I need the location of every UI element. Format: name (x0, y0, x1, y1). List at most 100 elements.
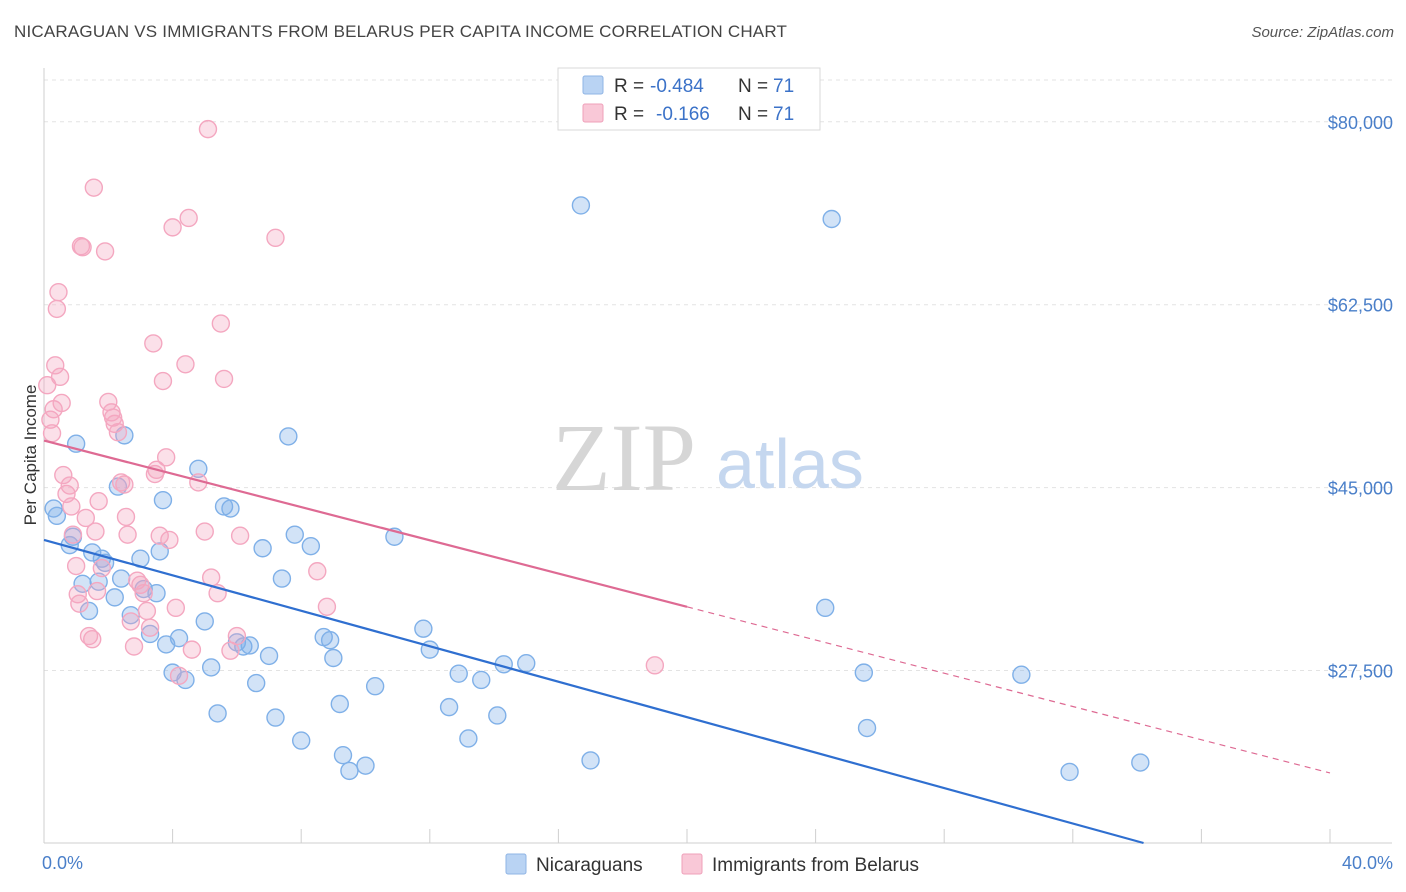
belarus-point-37 (121, 612, 141, 631)
belarus-point-50 (160, 530, 179, 550)
y-axis-label: Per Capita Income (21, 385, 40, 526)
x-tick-label-min: 0.0% (42, 853, 83, 873)
nicaraguan-point-39 (272, 569, 292, 588)
belarus-point-8 (52, 393, 71, 413)
axes (43, 68, 1392, 844)
nicaraguan-point-65 (822, 209, 841, 229)
x-tick-label-max: 40.0% (1342, 853, 1393, 873)
belarus-point-14 (66, 556, 86, 576)
belarus-point-51 (163, 218, 182, 237)
x-tick-labels: 0.0% 40.0% (42, 853, 1393, 873)
belarus-point-54 (176, 355, 195, 374)
bottom-legend-swatch-belarus (681, 853, 703, 875)
belarus-point-70 (645, 656, 665, 675)
belarus-point-68 (308, 562, 327, 581)
nicaraguan-point-63 (581, 751, 600, 770)
belarus-point-0 (38, 376, 57, 395)
belarus-point-48 (153, 371, 173, 391)
gridlines (44, 79, 1392, 672)
nicaraguan-point-19 (147, 583, 166, 603)
bottom-legend-label-nicaraguans: Nicaraguans (536, 855, 643, 876)
watermark: ZIP atlas (552, 404, 864, 511)
nicaraguan-point-36 (253, 539, 272, 558)
belarus-point-59 (198, 119, 218, 139)
nicaraguan-point-62 (571, 196, 591, 215)
belarus-point-35 (116, 507, 136, 527)
belarus-point-25 (89, 492, 108, 511)
belarus-point-16 (70, 594, 89, 613)
belarus-point-44 (144, 334, 163, 353)
nicaraguan-point-68 (1012, 665, 1031, 684)
nicaraguan-trend-line (43, 538, 1144, 845)
belarus-point-33 (111, 473, 131, 492)
legend-r-value-1: -0.484 (650, 76, 704, 97)
nicaraguan-point-49 (340, 761, 359, 781)
belarus-trend-extension (686, 606, 1331, 774)
belarus-point-42 (137, 601, 157, 621)
legend-n-label-2: N = (738, 104, 768, 125)
stats-legend: R = -0.484 N = 71 R = -0.166 N = 71 (557, 67, 821, 131)
nicaraguan-point-21 (153, 490, 173, 510)
belarus-point-41 (134, 583, 153, 603)
y-tick-label-3: $80,000 (1328, 113, 1393, 133)
belarus-point-11 (60, 476, 79, 495)
nicaraguan-point-53 (414, 619, 433, 638)
nicaraguan-point-69 (1060, 762, 1079, 782)
chart-title: NICARAGUAN VS IMMIGRANTS FROM BELARUS PE… (14, 22, 788, 41)
nicaraguan-point-11 (105, 588, 124, 607)
belarus-point-7 (50, 367, 70, 387)
legend-swatch-belarus (582, 103, 604, 123)
nicaraguan-point-55 (439, 697, 459, 717)
nicaraguan-point-67 (857, 718, 877, 738)
y-tick-label-2: $62,500 (1328, 296, 1393, 316)
belarus-point-66 (230, 526, 250, 545)
belarus-point-62 (211, 314, 231, 333)
belarus-point-36 (118, 525, 137, 544)
belarus-point-27 (95, 242, 115, 261)
belarus-point-49 (156, 448, 176, 467)
legend-n-value-2: 71 (773, 104, 794, 125)
nicaraguan-point-42 (292, 731, 311, 750)
nicaraguan-point-57 (459, 729, 478, 748)
source-label: Source: ZipAtlas.com (1251, 24, 1394, 41)
belarus-point-20 (79, 626, 99, 646)
belarus-point-2 (42, 424, 62, 443)
belarus-point-34 (115, 475, 134, 494)
nicaraguan-point-66 (854, 663, 874, 682)
belarus-point-58 (195, 522, 214, 541)
nicaraguan-point-18 (140, 624, 160, 644)
belarus-point-13 (63, 525, 83, 544)
nicaraguan-point-51 (365, 677, 385, 696)
belarus-point-19 (76, 508, 95, 528)
y-tick-label-1: $45,000 (1328, 479, 1393, 499)
nicaraguan-point-6 (79, 601, 99, 621)
nicaraguan-point-47 (330, 694, 349, 714)
belarus-point-32 (108, 423, 128, 442)
belarus-point-65 (227, 626, 247, 646)
nicaraguan-point-13 (111, 569, 131, 588)
watermark-zip: ZIP (552, 404, 696, 511)
nicaraguan-point-35 (246, 673, 266, 693)
nicaraguan-point-70 (1131, 753, 1150, 772)
nicaraguan-point-1 (47, 506, 67, 526)
nicaraguan-point-50 (356, 756, 375, 775)
belarus-point-69 (317, 597, 337, 616)
nicaraguan-point-40 (279, 427, 298, 446)
belarus-point-63 (214, 369, 234, 389)
nicaraguan-point-27 (195, 612, 214, 631)
nicaraguan-point-56 (449, 664, 468, 683)
legend-swatch-nicaraguans (582, 75, 604, 95)
nicaraguan-point-64 (816, 598, 835, 618)
nicaraguan-point-46 (324, 648, 343, 668)
belarus-point-47 (150, 526, 169, 545)
nicaraguan-point-38 (266, 708, 285, 727)
nicaraguan-point-31 (221, 499, 240, 518)
belarus-point-43 (140, 618, 160, 637)
belarus-point-5 (47, 299, 67, 319)
legend-r-label-2: R = (614, 104, 644, 125)
belarus-point-12 (62, 497, 81, 516)
belarus-point-52 (166, 598, 186, 618)
bottom-legend-swatch-nicaraguans (505, 853, 527, 875)
nicaraguan-point-48 (333, 746, 353, 765)
